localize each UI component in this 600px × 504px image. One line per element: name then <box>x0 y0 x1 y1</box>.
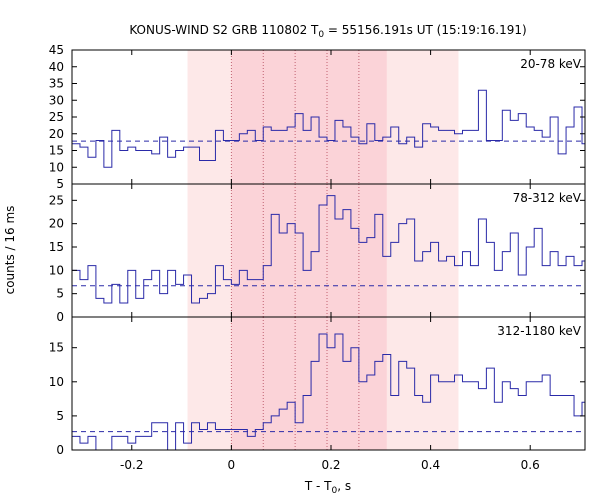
y-tick-label: 10 <box>49 160 64 174</box>
y-tick-label: 5 <box>56 177 64 191</box>
y-tick-label: 15 <box>49 240 64 254</box>
chart-title: KONUS-WIND S2 GRB 110802 T0 = 55156.191s… <box>129 23 526 40</box>
energy-band-label: 312-1180 keV <box>497 324 581 338</box>
y-axis-label: counts / 16 ms <box>3 206 17 295</box>
y-tick-label: 25 <box>49 110 64 124</box>
y-tick-label: 20 <box>49 217 64 231</box>
y-tick-label: 10 <box>49 375 64 389</box>
light-curve-series <box>72 195 585 304</box>
y-tick-label: 25 <box>49 193 64 207</box>
x-tick-label: 0 <box>228 458 236 472</box>
energy-band-label: 78-312 keV <box>513 191 582 205</box>
inner-interval-shade <box>231 50 387 184</box>
x-tick-label: 0.6 <box>521 458 540 472</box>
energy-band-label: 20-78 keV <box>520 57 582 71</box>
y-tick-label: 5 <box>56 287 64 301</box>
y-tick-label: 5 <box>56 409 64 423</box>
y-tick-label: 30 <box>49 93 64 107</box>
y-tick-label: 15 <box>49 144 64 158</box>
panel-2: 0 5 10 15 20 25 78-312 keV <box>49 183 586 324</box>
x-tick-label: 0.4 <box>421 458 440 472</box>
y-tick-label: 10 <box>49 263 64 277</box>
x-tick-label: -0.2 <box>120 458 143 472</box>
panel-frame <box>71 316 586 451</box>
inner-interval-shade <box>231 184 387 317</box>
y-tick-label: 15 <box>49 341 64 355</box>
light-curve-series <box>72 333 585 450</box>
y-tick-label: 40 <box>49 60 64 74</box>
y-tick-label: 20 <box>49 127 64 141</box>
inner-interval-shade <box>231 317 387 450</box>
y-tick-label: 0 <box>56 310 64 324</box>
panel-3: 0 5 10 15 312-1180 keV <box>49 316 586 457</box>
y-tick-label: 35 <box>49 77 64 91</box>
y-tick-label: 0 <box>56 443 64 457</box>
x-tick-label: 0.2 <box>321 458 340 472</box>
x-axis-label: T - T0, s <box>304 479 351 496</box>
light-curve-series <box>72 89 585 168</box>
y-tick-label: 45 <box>49 43 64 57</box>
panel-1: 5 10 15 20 25 30 35 40 45 20-78 keV <box>49 43 586 191</box>
